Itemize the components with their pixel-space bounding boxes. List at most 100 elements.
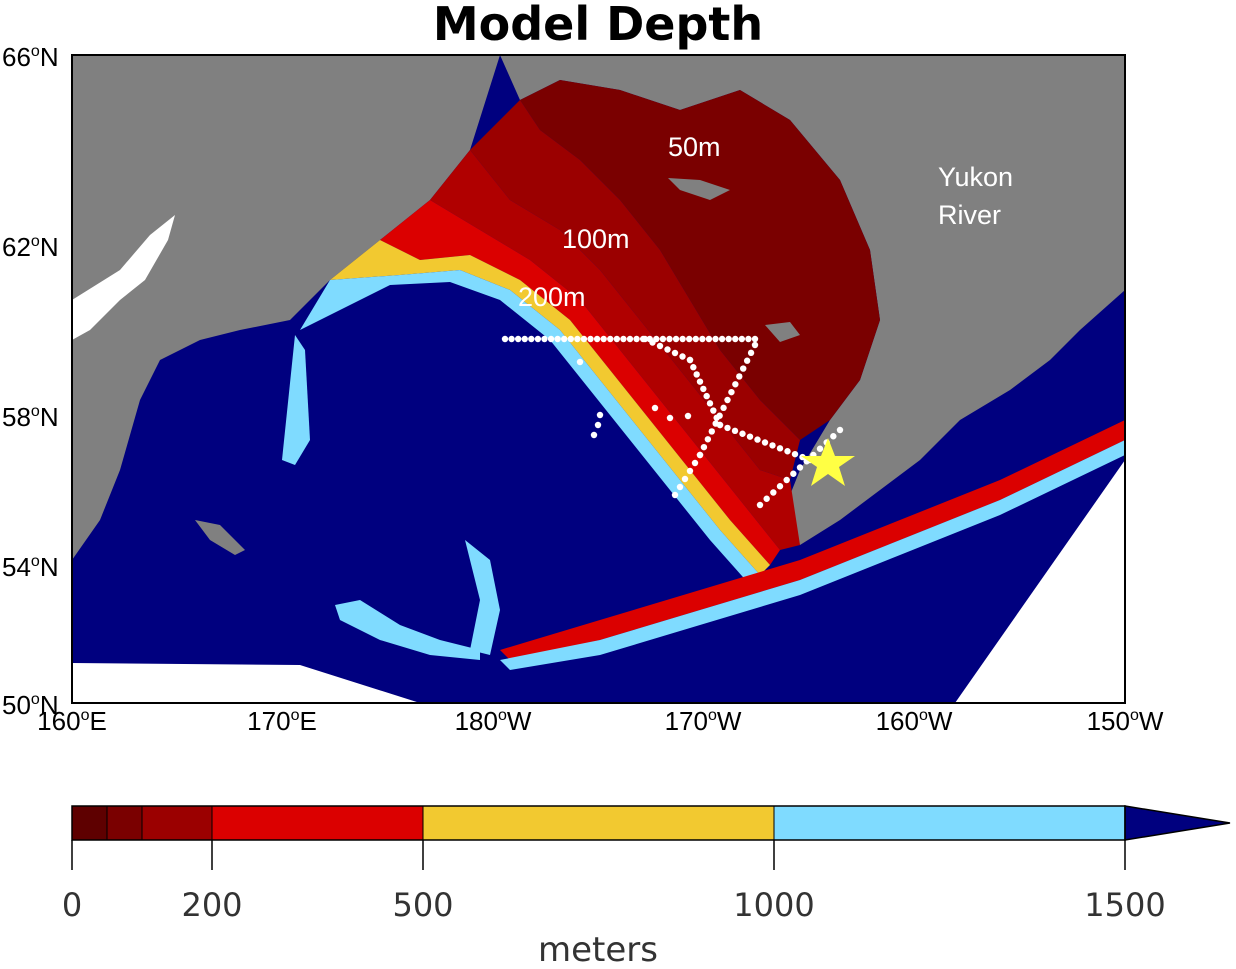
station-dot bbox=[666, 414, 674, 422]
station-dot bbox=[776, 445, 784, 452]
station-dot bbox=[659, 335, 667, 343]
station-dot bbox=[739, 430, 746, 437]
station-dot bbox=[590, 431, 598, 439]
aleutian-west bbox=[335, 600, 480, 660]
commander-islands bbox=[195, 520, 245, 555]
colorbar-tick-label: 1500 bbox=[1084, 886, 1165, 924]
station-dot bbox=[561, 335, 568, 343]
station-dot bbox=[706, 400, 714, 407]
station-dot bbox=[743, 357, 751, 364]
station-dot bbox=[704, 436, 712, 443]
lat-label: 66oN bbox=[2, 42, 59, 72]
kamchatka-white bbox=[72, 215, 175, 340]
station-dot bbox=[690, 364, 697, 371]
shelf-200m bbox=[430, 150, 800, 550]
slope-1000m bbox=[330, 240, 770, 575]
station-dot bbox=[594, 421, 602, 429]
station-dot bbox=[732, 335, 739, 343]
station-dot bbox=[751, 341, 759, 349]
station-dot bbox=[830, 433, 837, 440]
station-dot bbox=[732, 381, 739, 388]
station-dot bbox=[790, 470, 797, 477]
station-dot bbox=[600, 335, 607, 343]
station-dot bbox=[679, 335, 686, 343]
ocean-south-white bbox=[72, 663, 420, 703]
station-dot bbox=[728, 388, 735, 396]
station-dot bbox=[746, 433, 754, 440]
station-dot bbox=[672, 335, 680, 343]
station-dot bbox=[724, 396, 731, 404]
station-dot bbox=[686, 467, 694, 475]
colorbar-segment bbox=[142, 806, 212, 840]
st-lawrence-island bbox=[668, 178, 730, 200]
shelf-100m bbox=[470, 100, 800, 480]
yukon-label-line2: River bbox=[938, 200, 1001, 230]
station-dot bbox=[649, 339, 656, 346]
station-dot bbox=[681, 475, 689, 483]
station-dot bbox=[541, 335, 548, 343]
station-dot bbox=[633, 335, 640, 343]
station-dot bbox=[731, 427, 739, 435]
station-dot bbox=[799, 453, 806, 461]
station-dot bbox=[691, 459, 699, 467]
depth-label-200m: 200m bbox=[518, 282, 586, 312]
station-dot bbox=[724, 424, 731, 432]
station-dot bbox=[641, 335, 649, 343]
station-dot bbox=[679, 353, 686, 360]
station-dot bbox=[816, 445, 824, 452]
bowers-ridge bbox=[465, 540, 500, 655]
station-dot bbox=[708, 428, 715, 435]
lon-label: 160oW bbox=[876, 706, 953, 736]
colorbar-segment bbox=[107, 806, 142, 840]
station-dot bbox=[791, 450, 799, 458]
station-dot bbox=[763, 495, 770, 502]
station-star-icon bbox=[801, 438, 855, 486]
colorbar-units-label: meters bbox=[538, 930, 658, 969]
station-dot bbox=[712, 420, 719, 427]
station-dot bbox=[836, 426, 844, 434]
lon-label: 170oE bbox=[247, 706, 317, 736]
station-dot bbox=[567, 335, 574, 343]
colorbar-tick-label: 0 bbox=[62, 886, 82, 924]
colorbar-segment bbox=[774, 806, 1125, 840]
yukon-label-line1: Yukon bbox=[938, 162, 1013, 192]
station-dot bbox=[705, 335, 713, 343]
lat-label: 62oN bbox=[2, 232, 59, 262]
station-dot bbox=[738, 335, 746, 343]
station-dot bbox=[626, 335, 634, 343]
station-dot bbox=[703, 392, 710, 400]
station-dot bbox=[740, 365, 747, 372]
station-dot bbox=[508, 335, 515, 343]
lon-label: 170oW bbox=[665, 706, 742, 736]
station-dot bbox=[528, 335, 535, 343]
station-dot bbox=[596, 411, 604, 419]
station-dot bbox=[751, 335, 759, 343]
station-dot bbox=[699, 335, 706, 343]
slope-1500m bbox=[300, 270, 760, 585]
station-dot bbox=[696, 378, 704, 385]
station-dot bbox=[587, 335, 594, 343]
station-dot bbox=[651, 404, 659, 412]
lat-label: 54oN bbox=[2, 552, 59, 582]
depth-label-50m: 50m bbox=[668, 132, 721, 162]
station-dot bbox=[664, 346, 671, 353]
station-dot bbox=[776, 483, 784, 490]
lat-label: 58oN bbox=[2, 402, 59, 432]
station-dot bbox=[716, 412, 723, 419]
slope-500m bbox=[380, 200, 780, 565]
station-dot bbox=[666, 335, 673, 343]
station-dot bbox=[620, 335, 627, 343]
station-dot bbox=[696, 451, 704, 459]
aleutian-shelf bbox=[500, 420, 1125, 660]
colorbar-tick-label: 200 bbox=[181, 886, 242, 924]
station-dot bbox=[796, 464, 804, 471]
station-dot bbox=[756, 501, 764, 509]
station-dot bbox=[607, 335, 614, 343]
ocean-east-white bbox=[955, 460, 1125, 703]
siberia-land bbox=[72, 55, 500, 560]
station-dot bbox=[671, 349, 679, 357]
map-area: 50m 100m 200m Yukon River bbox=[72, 55, 1125, 703]
colorbar-segment bbox=[423, 806, 774, 840]
station-dot bbox=[761, 439, 769, 446]
